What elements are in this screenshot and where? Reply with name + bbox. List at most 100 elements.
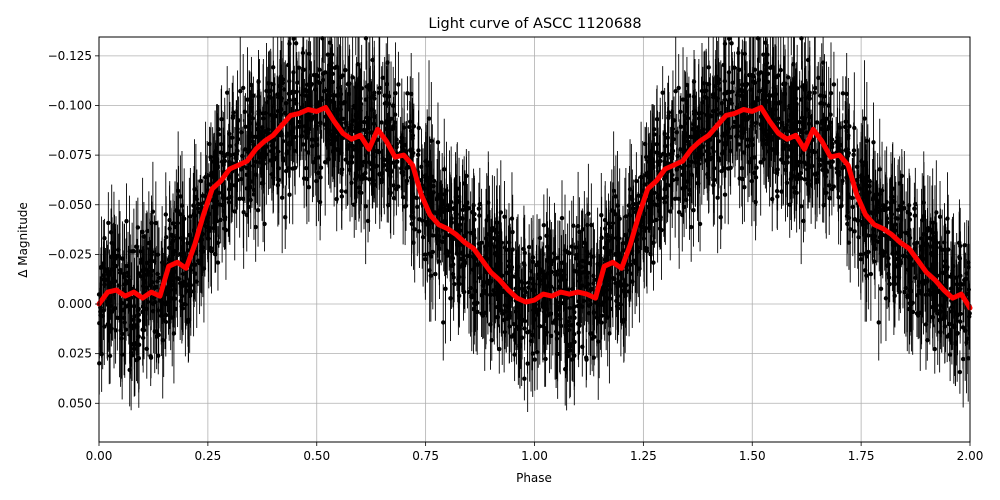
data-point	[774, 188, 780, 194]
data-point	[363, 203, 368, 209]
data-point	[738, 123, 743, 129]
data-point	[603, 226, 608, 231]
data-point	[194, 196, 200, 202]
data-point	[244, 212, 249, 218]
data-point	[631, 206, 636, 211]
data-point	[124, 218, 129, 224]
data-point	[934, 308, 940, 313]
data-point	[440, 201, 445, 207]
data-point	[428, 254, 434, 259]
data-point	[470, 267, 476, 272]
data-point	[191, 203, 196, 208]
data-point	[106, 307, 111, 312]
data-point	[586, 311, 592, 316]
data-point	[254, 172, 259, 177]
data-point	[287, 78, 292, 84]
data-point	[154, 329, 159, 334]
data-point	[516, 325, 522, 330]
data-point	[765, 52, 770, 57]
data-point	[778, 120, 784, 126]
data-point	[192, 213, 197, 218]
data-point	[143, 267, 149, 272]
data-point	[483, 236, 489, 241]
data-point	[437, 192, 442, 197]
data-point	[935, 311, 940, 316]
data-point	[456, 274, 462, 280]
data-point	[921, 214, 927, 219]
data-point	[722, 166, 727, 171]
data-point	[807, 90, 812, 95]
data-point	[210, 159, 216, 164]
data-point	[513, 286, 518, 291]
data-point	[311, 160, 316, 165]
data-point	[505, 316, 510, 321]
data-point	[884, 220, 890, 225]
data-point	[218, 217, 223, 223]
data-point	[260, 125, 265, 130]
data-point	[511, 332, 517, 337]
data-point	[191, 289, 196, 294]
data-point	[170, 315, 175, 320]
data-point	[512, 352, 517, 357]
data-point	[128, 324, 134, 329]
data-point	[416, 229, 422, 234]
data-point	[824, 190, 829, 196]
data-point	[261, 146, 266, 152]
data-point	[291, 36, 296, 41]
data-point	[113, 328, 118, 333]
data-point	[562, 306, 568, 311]
data-point	[479, 311, 484, 316]
data-point	[472, 211, 477, 217]
data-point	[937, 214, 943, 219]
data-point	[938, 329, 943, 335]
data-point	[408, 147, 413, 153]
data-point	[537, 235, 543, 241]
data-point	[460, 250, 465, 255]
data-point	[554, 336, 560, 341]
data-point	[292, 134, 297, 140]
data-point	[696, 146, 702, 152]
data-point	[221, 196, 226, 202]
data-point	[947, 332, 952, 337]
data-point	[287, 192, 292, 197]
data-point	[923, 292, 929, 298]
data-point	[680, 172, 685, 177]
data-point	[770, 196, 775, 202]
data-point	[272, 137, 277, 142]
data-point	[199, 237, 204, 242]
data-point	[104, 269, 109, 274]
data-point	[304, 165, 309, 171]
data-point	[318, 120, 323, 126]
data-point	[275, 149, 281, 154]
data-point	[172, 224, 178, 230]
data-point	[294, 89, 299, 94]
data-point	[572, 331, 577, 337]
data-point	[352, 202, 357, 207]
data-point	[438, 208, 443, 213]
data-point	[350, 75, 355, 80]
data-point	[226, 196, 231, 201]
data-point	[868, 271, 874, 277]
data-point	[367, 116, 372, 121]
data-point	[264, 88, 269, 94]
data-point	[221, 159, 227, 165]
data-point	[399, 166, 404, 171]
data-point	[140, 268, 145, 273]
data-point	[626, 289, 632, 294]
data-point	[300, 50, 306, 56]
data-point	[375, 148, 380, 154]
data-point	[339, 194, 345, 199]
data-point	[529, 269, 534, 274]
data-point	[820, 82, 825, 87]
data-point	[309, 81, 314, 87]
data-point	[783, 167, 788, 173]
data-point	[335, 93, 341, 99]
data-point	[502, 303, 508, 308]
data-point	[531, 281, 536, 286]
data-point	[743, 117, 748, 122]
data-point	[417, 217, 422, 222]
data-point	[678, 124, 684, 130]
data-point	[555, 255, 561, 260]
data-point	[423, 159, 428, 164]
data-point	[862, 116, 867, 121]
